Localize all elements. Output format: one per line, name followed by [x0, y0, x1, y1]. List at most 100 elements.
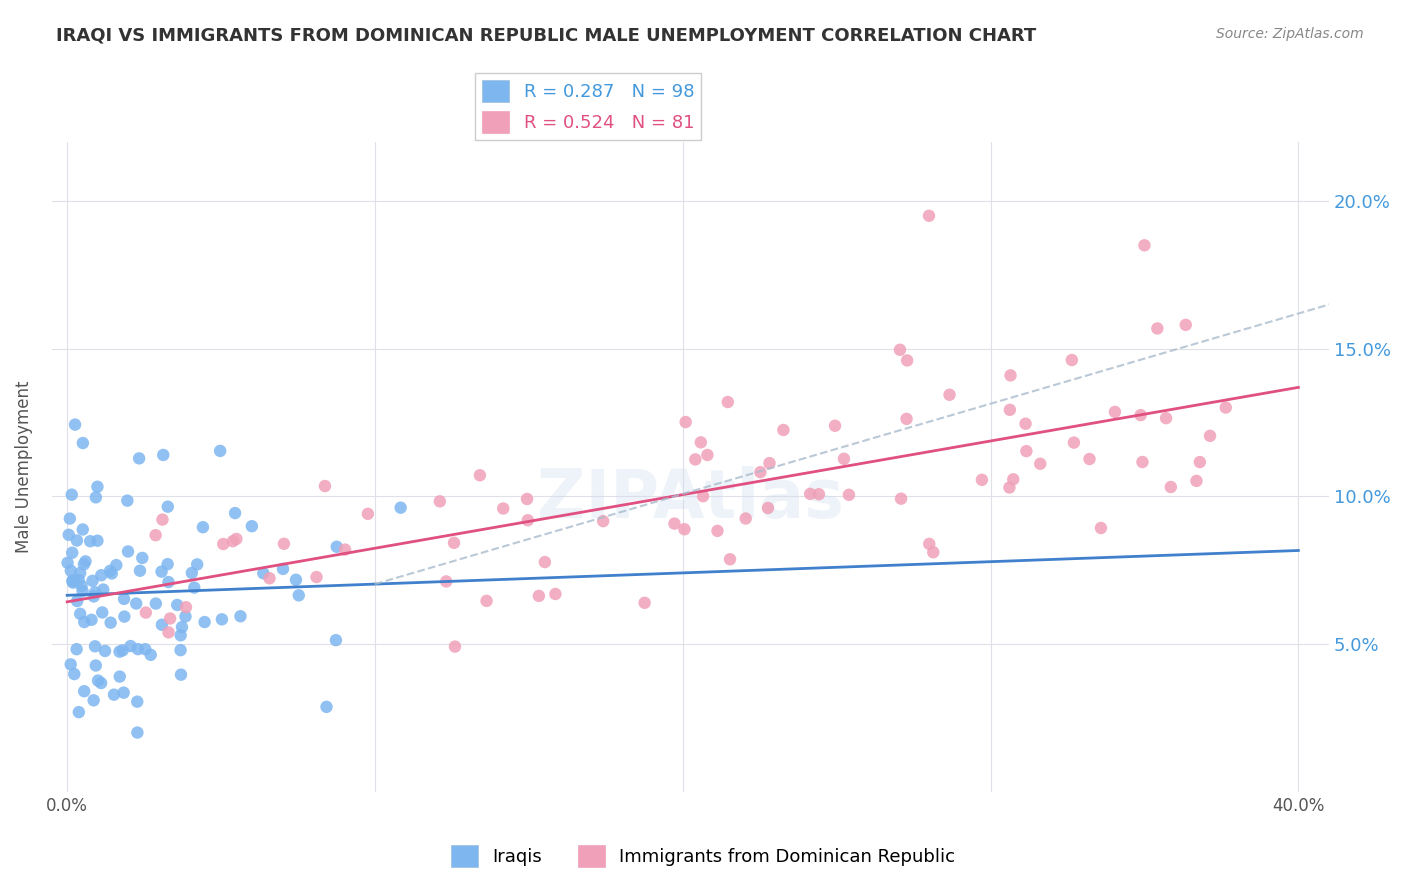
Point: [128, 451, 150, 466]
Point: [675, 415, 697, 429]
Point: [443, 536, 465, 550]
Point: [259, 571, 281, 585]
Point: [516, 491, 538, 506]
Point: [475, 594, 498, 608]
Point: [75, 554, 97, 568]
Point: [1015, 444, 1038, 458]
Point: [62, 575, 84, 590]
Point: [145, 528, 167, 542]
Point: [94, 644, 117, 658]
Point: [67, 705, 90, 719]
Point: [134, 642, 156, 657]
Point: [60, 574, 83, 588]
Point: [127, 725, 149, 739]
Point: [807, 487, 830, 501]
Point: [194, 615, 217, 629]
Point: [492, 501, 515, 516]
Point: [139, 648, 162, 662]
Point: [357, 507, 380, 521]
Point: [717, 395, 740, 409]
Point: [325, 633, 347, 648]
Point: [1132, 455, 1154, 469]
Point: [87, 673, 110, 688]
Point: [58, 528, 80, 542]
Point: [117, 544, 139, 558]
Point: [772, 423, 794, 437]
Legend: R = 0.287   N = 98, R = 0.524   N = 81: R = 0.287 N = 98, R = 0.524 N = 81: [475, 73, 702, 141]
Point: [60, 488, 83, 502]
Point: [170, 667, 193, 681]
Point: [86, 533, 108, 548]
Point: [59, 511, 82, 525]
Point: [180, 566, 202, 580]
Point: [229, 609, 252, 624]
Point: [1174, 318, 1197, 332]
Point: [79, 534, 101, 549]
Point: [65, 642, 87, 657]
Point: [240, 519, 263, 533]
Point: [1060, 353, 1083, 368]
Point: [692, 489, 714, 503]
Point: [1154, 411, 1177, 425]
Point: [166, 598, 188, 612]
Point: [120, 639, 142, 653]
Point: [326, 540, 349, 554]
Point: [1133, 238, 1156, 252]
Point: [918, 209, 941, 223]
Point: [131, 550, 153, 565]
Point: [72, 436, 94, 450]
Point: [305, 570, 328, 584]
Point: [108, 645, 131, 659]
Point: [125, 597, 148, 611]
Point: [84, 585, 107, 599]
Point: [758, 456, 780, 470]
Point: [252, 566, 274, 581]
Point: [152, 448, 174, 462]
Point: [1029, 457, 1052, 471]
Point: [970, 473, 993, 487]
Point: [1090, 521, 1112, 535]
Point: [112, 686, 135, 700]
Point: [918, 537, 941, 551]
Point: [824, 418, 846, 433]
Point: [315, 699, 337, 714]
Point: [73, 615, 96, 629]
Point: [191, 520, 214, 534]
Point: [150, 565, 173, 579]
Point: [103, 688, 125, 702]
Point: [696, 448, 718, 462]
Point: [1215, 401, 1237, 415]
Point: [80, 613, 103, 627]
Point: [169, 643, 191, 657]
Point: [174, 609, 197, 624]
Point: [1146, 321, 1168, 335]
Point: [211, 612, 233, 626]
Point: [157, 625, 180, 640]
Point: [468, 468, 491, 483]
Point: [84, 491, 107, 505]
Point: [174, 600, 197, 615]
Point: [62, 574, 84, 588]
Point: [689, 435, 711, 450]
Point: [633, 596, 655, 610]
Point: [63, 417, 86, 432]
Point: [673, 522, 696, 536]
Point: [799, 487, 821, 501]
Point: [59, 564, 82, 578]
Point: [516, 513, 538, 527]
Point: [117, 493, 139, 508]
Point: [1078, 452, 1101, 467]
Point: [592, 514, 614, 528]
Legend: Iraqis, Immigrants from Dominican Republic: Iraqis, Immigrants from Dominican Republ…: [443, 838, 963, 874]
Point: [72, 523, 94, 537]
Point: [82, 574, 104, 588]
Point: [72, 584, 94, 599]
Point: [170, 620, 193, 634]
Point: [112, 609, 135, 624]
Y-axis label: Male Unemployment: Male Unemployment: [15, 381, 32, 553]
Point: [838, 488, 860, 502]
Point: [157, 575, 180, 590]
Point: [527, 589, 550, 603]
Point: [222, 534, 245, 549]
Point: [1063, 435, 1085, 450]
